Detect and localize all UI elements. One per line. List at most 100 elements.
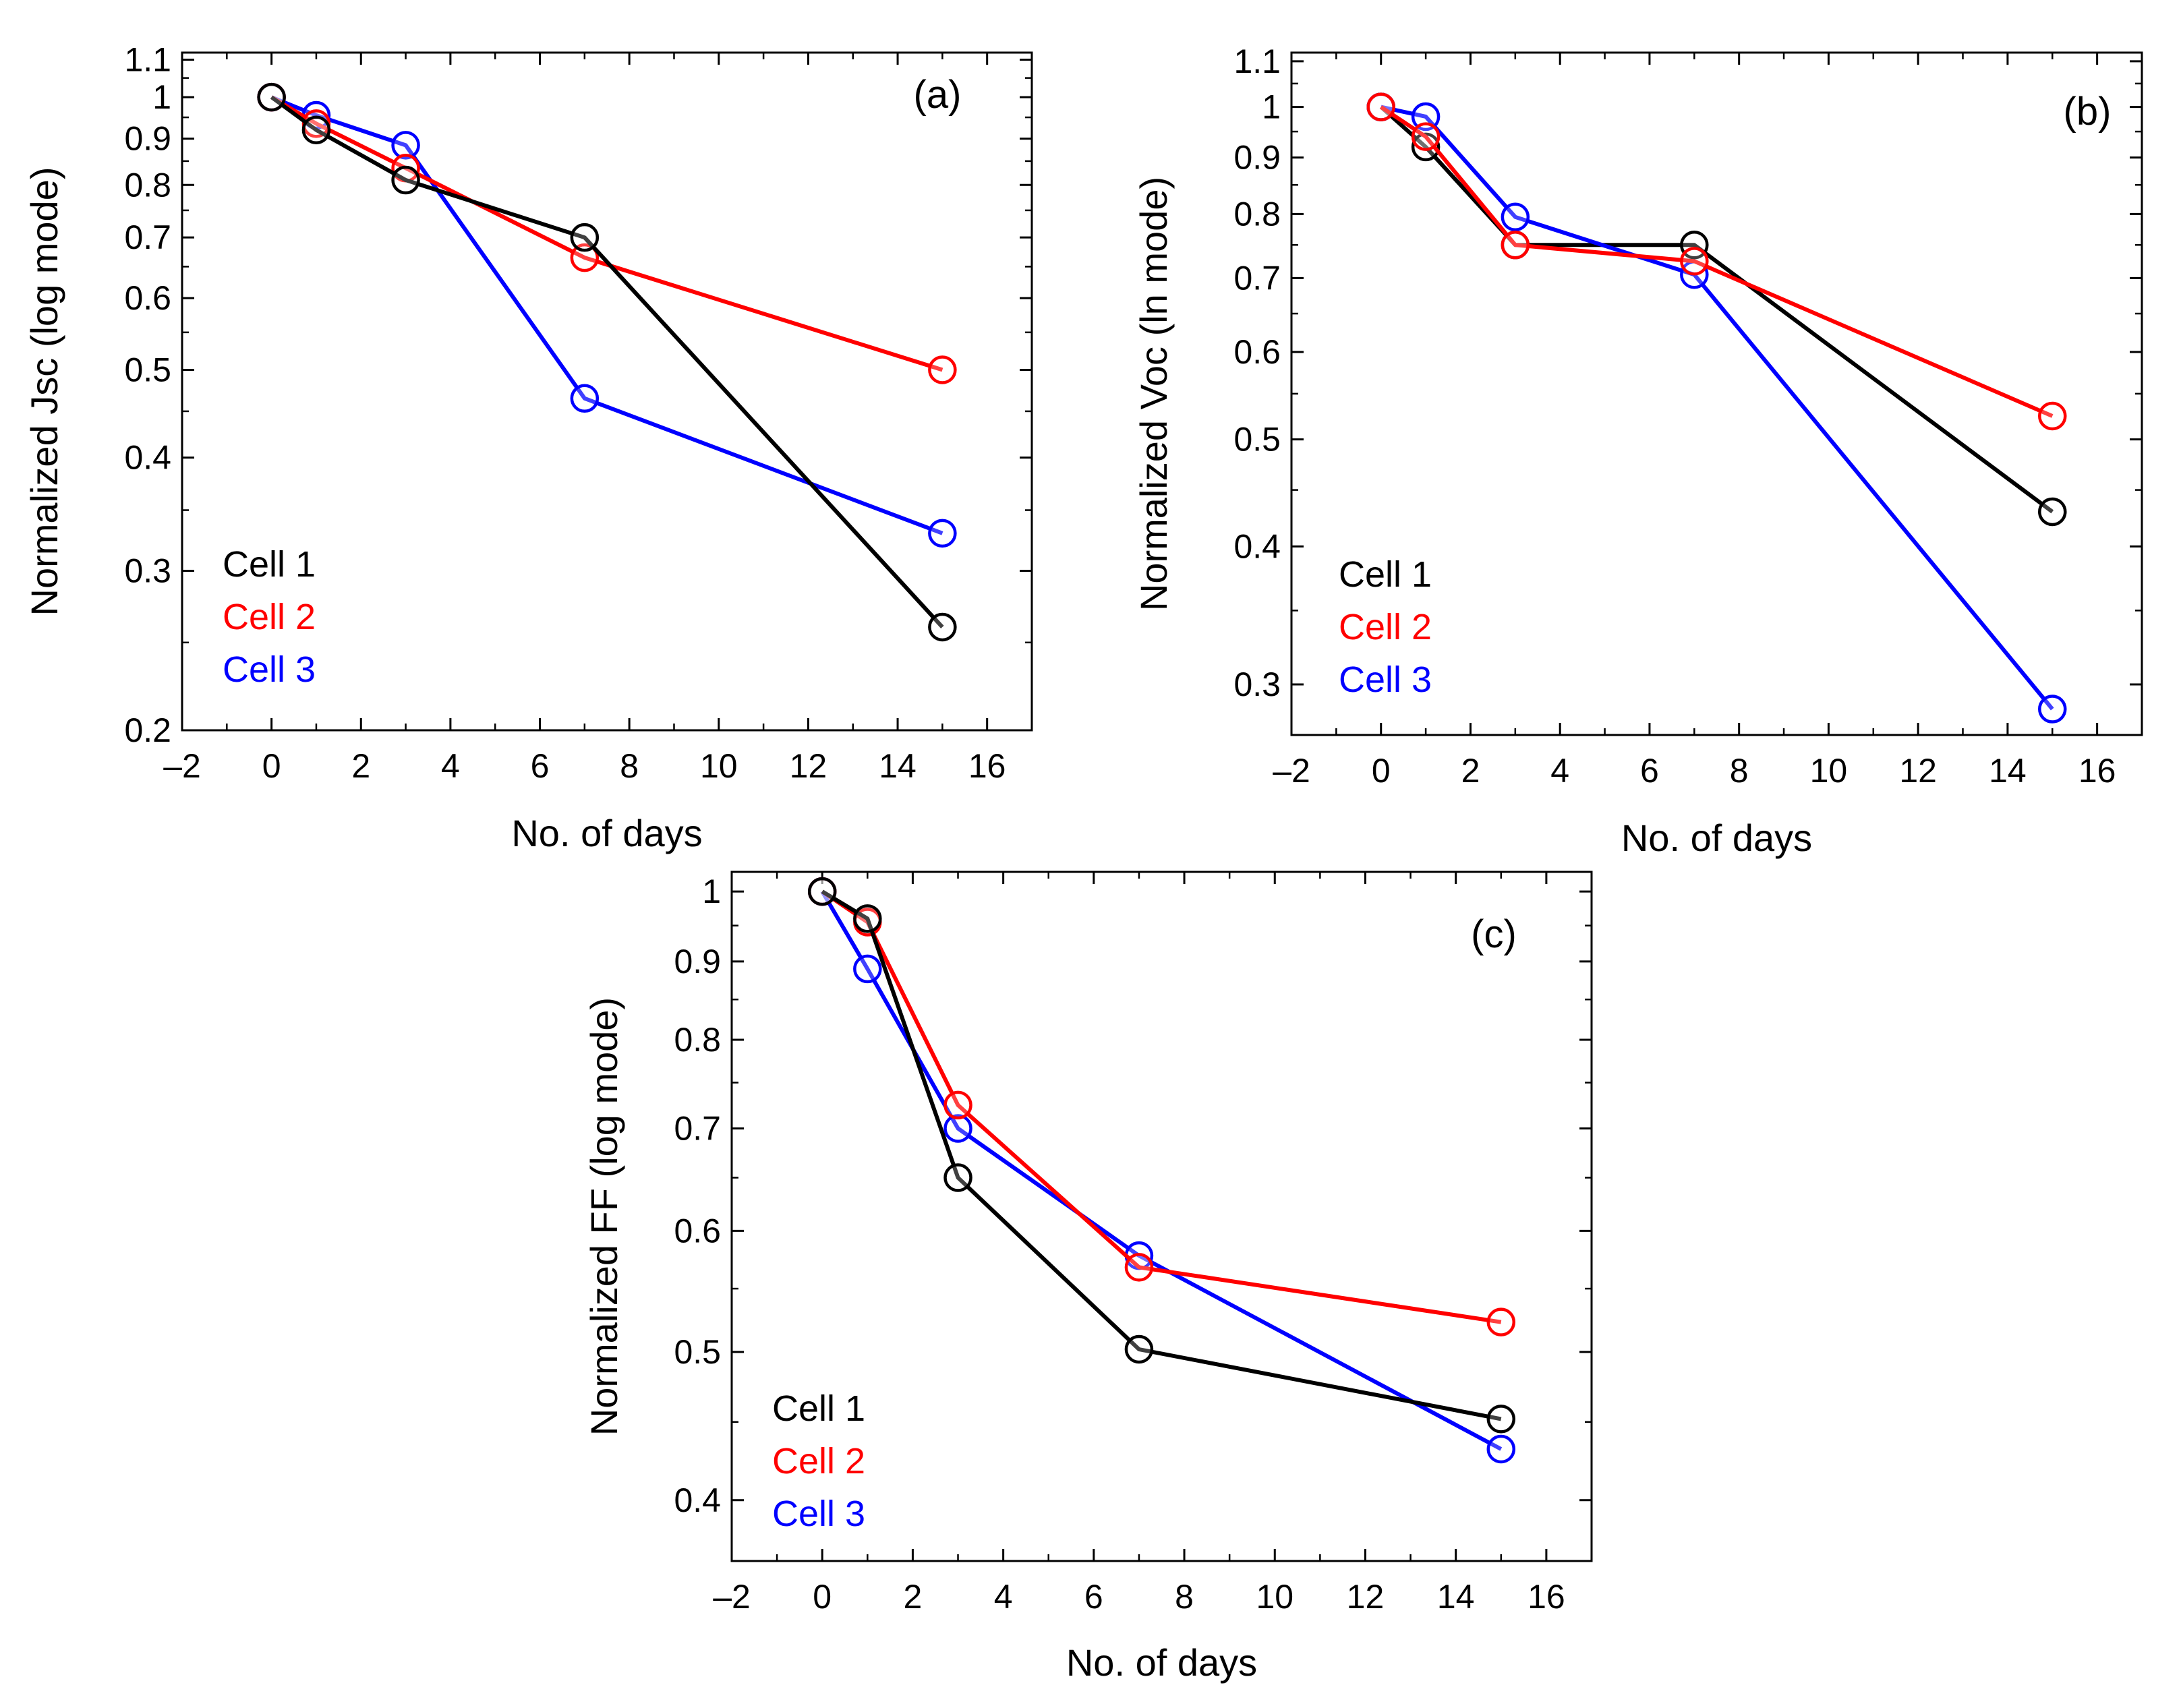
y-tick-label: 1 — [702, 873, 721, 910]
y-tick-label: 1 — [1262, 88, 1281, 126]
cell-1-marker — [853, 904, 882, 933]
cell-3-marker — [928, 519, 957, 548]
cell-1-marker — [1411, 132, 1441, 162]
cell-2-line — [821, 889, 1502, 1324]
cell-2-line — [1380, 105, 2054, 418]
x-tick-label: 14 — [1437, 1578, 1475, 1616]
cell-2-marker — [928, 355, 957, 384]
cell-3-marker — [1486, 1434, 1516, 1464]
cell-1-line — [1379, 105, 2054, 514]
y-axis-label: Normalized Voc (ln mode) — [1132, 177, 1175, 611]
x-tick-label: 14 — [1989, 752, 2027, 790]
x-tick-label: 4 — [994, 1578, 1013, 1616]
x-tick-label: 0 — [1372, 752, 1391, 790]
cell-3-line — [820, 890, 1503, 1451]
y-tick-label: 0.5 — [1233, 421, 1281, 459]
legend-cell-2: Cell 2 — [223, 597, 316, 637]
panel-label: (a) — [914, 73, 962, 117]
legend-cell-3: Cell 3 — [1339, 659, 1432, 700]
legend-cell-2: Cell 2 — [1339, 607, 1432, 647]
x-tick-label: 6 — [531, 747, 550, 785]
y-tick-label: 0.6 — [124, 279, 171, 317]
y-tick-label: 0.4 — [124, 439, 171, 477]
y-tick-label: 0.8 — [674, 1021, 721, 1059]
cell-2-marker — [943, 1090, 972, 1120]
cell-3-marker — [853, 954, 882, 984]
x-tick-label: 2 — [904, 1578, 923, 1616]
cell-2-marker — [2038, 401, 2067, 431]
cell-3-marker — [943, 1114, 972, 1143]
legend-cell-1: Cell 1 — [772, 1388, 865, 1429]
y-tick-label: 1.1 — [124, 41, 171, 79]
cell-1-marker — [2038, 497, 2067, 527]
cell-2-marker — [1411, 122, 1441, 151]
cell-3-marker — [570, 384, 600, 413]
y-tick-label: 0.6 — [1233, 333, 1281, 371]
x-tick-label: 14 — [879, 747, 917, 785]
cell-1-marker — [301, 115, 331, 145]
cell-1-marker — [1486, 1405, 1516, 1434]
cell-1-line — [821, 889, 1502, 1421]
y-tick-label: 0.5 — [674, 1333, 721, 1371]
y-tick-label: 0.7 — [674, 1109, 721, 1147]
panel-a: –2 0 2 4 6 8 10 12 14 16 0.2 0.3 0.4 0.5 0.6 0.7 0.8 0.9 1… — [23, 41, 1033, 854]
x-tick-label: 8 — [620, 747, 639, 785]
x-tick-label: 8 — [1175, 1578, 1194, 1616]
x-tick-label: 0 — [813, 1578, 832, 1616]
y-tick-label: 0.2 — [124, 711, 171, 749]
x-tick-label: 2 — [1461, 752, 1480, 790]
y-tick-label: 1.1 — [1233, 42, 1281, 80]
cell-1-line — [270, 95, 944, 628]
plot-frame — [730, 871, 1593, 1562]
y-tick-label: 0.4 — [674, 1481, 721, 1519]
x-axis-label: No. of days — [511, 812, 702, 854]
cell-1-marker — [928, 612, 957, 642]
x-tick-label: 16 — [2078, 752, 2116, 790]
x-tick-label: –2 — [1273, 752, 1310, 790]
x-axis-label: No. of days — [1066, 1641, 1257, 1684]
y-tick-label: 0.8 — [1233, 195, 1281, 233]
panel-label: (c) — [1471, 912, 1517, 956]
cell-3-marker — [1411, 102, 1441, 131]
y-tick-label: 0.7 — [1233, 259, 1281, 297]
cell-2-marker — [1680, 247, 1709, 276]
x-tick-label: 12 — [790, 747, 827, 785]
y-tick-label: 0.4 — [1233, 527, 1281, 565]
x-tick-label: 4 — [1550, 752, 1569, 790]
cell-2-marker — [570, 243, 600, 272]
cell-1-marker — [807, 877, 837, 906]
x-tick-label: 16 — [968, 747, 1006, 785]
x-tick-label: 16 — [1528, 1578, 1565, 1616]
x-tick-label: 4 — [441, 747, 460, 785]
y-tick-label: 1 — [152, 78, 171, 116]
panel-c: –2 0 2 4 6 8 10 12 14 16 0.4 0.5 0.6 0.7 0.8 0.9 1 No. of… — [583, 871, 1593, 1684]
legend-cell-1: Cell 1 — [223, 544, 316, 585]
cell-2-marker — [1366, 92, 1395, 121]
panel-b: –2 0 2 4 6 8 10 12 14 16 0.3 0.4 0.5 0.6 0.7 0.8 0.9 1 1.1… — [1132, 42, 2143, 859]
y-tick-label: 0.3 — [124, 552, 171, 589]
cell-3-line — [270, 95, 943, 535]
x-tick-label: 12 — [1347, 1578, 1385, 1616]
x-tick-label: 10 — [1810, 752, 1848, 790]
cell-2-marker — [1124, 1253, 1154, 1282]
y-axis-label: Normalized FF (log mode) — [583, 997, 625, 1436]
y-axis-label: Normalized Jsc (log mode) — [23, 167, 65, 616]
y-tick-label: 0.8 — [124, 166, 171, 204]
cell-3-marker — [391, 131, 420, 160]
x-tick-label: 6 — [1084, 1578, 1103, 1616]
y-tick-label: 0.9 — [674, 943, 721, 980]
y-tick-label: 0.6 — [674, 1212, 721, 1249]
x-tick-label: 10 — [1256, 1578, 1293, 1616]
y-tick-label: 0.7 — [124, 218, 171, 256]
y-tick-label: 0.5 — [124, 351, 171, 388]
cell-3-line — [1380, 105, 2054, 711]
x-tick-label: 12 — [1899, 752, 1937, 790]
cell-3-marker — [2038, 695, 2067, 724]
y-tick-label: 0.3 — [1233, 666, 1281, 703]
cell-2-marker — [1486, 1307, 1516, 1336]
x-tick-label: 0 — [262, 747, 281, 785]
cell-1-marker — [943, 1163, 972, 1192]
cell-1-marker — [257, 82, 286, 112]
x-axis-label: No. of days — [1621, 817, 1812, 859]
legend-cell-2: Cell 2 — [772, 1441, 865, 1481]
